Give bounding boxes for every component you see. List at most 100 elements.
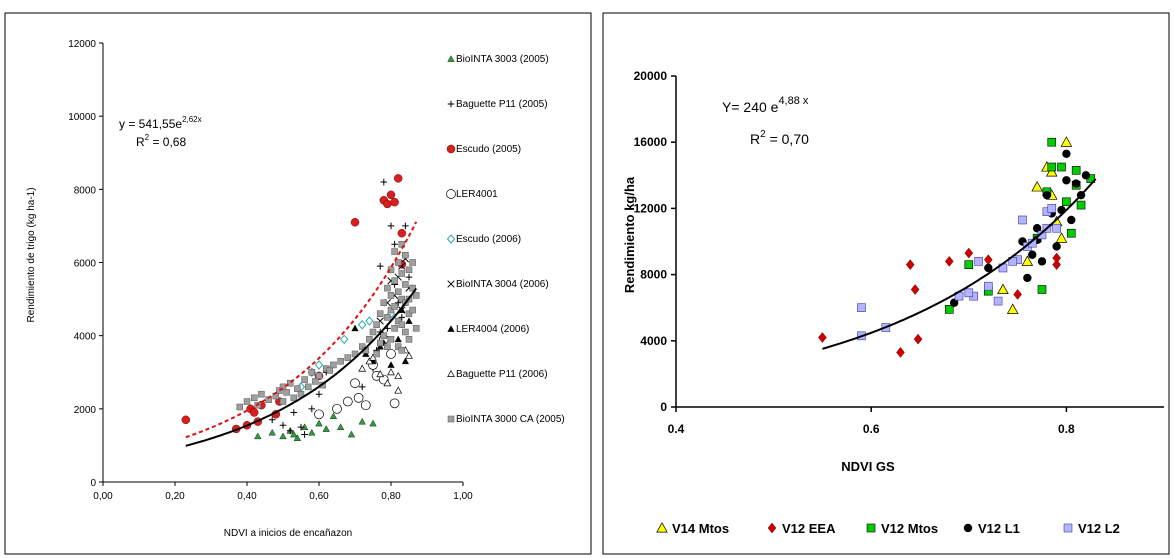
left-x-tick-label: 0,20: [165, 491, 185, 502]
right-y-axis-label: Rendimiento kg/ha: [622, 176, 637, 293]
data-point: [913, 333, 923, 345]
data-point: [949, 298, 959, 307]
data-point: [391, 240, 398, 248]
legend-label: V12 L2: [1078, 521, 1120, 536]
data-point: [330, 361, 337, 369]
legend-label: Baguette P11 (2006): [456, 369, 548, 380]
left-x-tick-label: 1,00: [453, 491, 473, 502]
data-point: [314, 409, 324, 420]
data-point: [1047, 162, 1057, 172]
data-point: [286, 379, 294, 387]
left-series-biointa-3003-2005-: [254, 412, 377, 441]
right-legend-item: V12 Mtos: [866, 521, 938, 536]
data-point: [268, 416, 276, 424]
left-legend-item: BioINTA 3004 (2006): [447, 279, 549, 290]
left-x-tick-label: 0,00: [93, 491, 113, 502]
data-point: [373, 321, 380, 328]
legend-marker: [446, 189, 456, 199]
right-legend-item: V12 L2: [1063, 521, 1120, 536]
data-point: [409, 259, 416, 266]
data-point: [336, 423, 345, 430]
left-y-tick-label: 8000: [74, 185, 97, 196]
legend-label: V12 L1: [978, 521, 1020, 536]
legend-marker: [447, 280, 455, 288]
data-point: [402, 281, 409, 288]
data-point: [1042, 190, 1052, 200]
data-point: [389, 398, 400, 409]
data-point: [405, 266, 413, 274]
data-point: [308, 369, 316, 376]
data-point: [1037, 257, 1047, 266]
data-point: [412, 292, 420, 299]
left-x-tick-label: 0,40: [237, 491, 257, 502]
data-point: [398, 270, 406, 277]
legend-label: V12 EEA: [782, 521, 836, 536]
data-point: [402, 222, 409, 230]
right-series-v12-l1: [949, 149, 1091, 307]
data-point: [394, 288, 402, 296]
data-point: [1021, 255, 1034, 266]
data-point: [290, 430, 298, 438]
data-point: [329, 412, 338, 419]
data-point: [1023, 273, 1032, 283]
legend-marker: [446, 234, 456, 244]
data-point: [350, 218, 360, 227]
data-point: [397, 228, 407, 238]
data-point: [351, 324, 359, 332]
data-point: [314, 360, 324, 370]
data-point: [1076, 200, 1086, 210]
data-point: [412, 325, 420, 332]
legend-label: LER4004 (2006): [456, 324, 529, 335]
data-point: [896, 346, 905, 358]
data-point: [386, 349, 396, 359]
right-trendline: [822, 178, 1097, 350]
data-point: [315, 419, 323, 427]
data-point: [358, 417, 366, 425]
right-x-axis-label: NDVI GS: [841, 459, 895, 474]
left-y-tick-label: 12000: [68, 39, 96, 50]
data-point: [1052, 259, 1061, 271]
data-point: [380, 332, 388, 339]
data-point: [387, 361, 395, 368]
right-y-tick-label: 4000: [640, 334, 667, 348]
data-point: [376, 262, 384, 270]
data-point: [362, 350, 370, 357]
data-point: [910, 284, 920, 295]
data-point: [390, 197, 399, 207]
data-point: [369, 353, 377, 361]
left-legend-item: Baguette P11 (2005): [447, 99, 548, 110]
left-y-tick-label: 0: [90, 478, 96, 489]
data-point: [365, 316, 374, 326]
data-point: [1066, 228, 1076, 238]
data-point: [369, 419, 377, 427]
legend-label: BioINTA 3004 (2006): [456, 279, 549, 290]
data-point: [409, 306, 416, 314]
right-equation: Y= 240 e4,88 x: [722, 95, 809, 115]
legend-label: Escudo (2006): [456, 234, 521, 245]
left-y-tick-label: 4000: [74, 332, 97, 343]
data-point: [308, 428, 316, 436]
data-point: [387, 306, 395, 314]
data-point: [964, 288, 974, 298]
legend-marker: [446, 144, 456, 154]
legend-label: Escudo (2005): [456, 144, 521, 155]
data-point: [394, 299, 402, 307]
legend-marker: [1063, 523, 1073, 533]
data-point: [293, 434, 302, 441]
right-y-tick-label: 12000: [634, 201, 668, 215]
data-point: [398, 321, 406, 328]
left-chart: Rendimiento de trigo (kg ha-1) NDVI a in…: [26, 39, 565, 539]
legend-label: BioINTA 3000 CA (2005): [456, 414, 565, 425]
data-point: [984, 263, 993, 273]
data-point: [1071, 166, 1081, 175]
left-legend-item: LER4004 (2006): [447, 324, 529, 335]
right-legend-item: V14 Mtos: [656, 521, 729, 536]
data-point: [337, 358, 344, 365]
legend-marker: [447, 55, 455, 62]
data-point: [383, 379, 392, 387]
data-point: [380, 178, 388, 186]
data-point: [283, 389, 290, 396]
data-point: [376, 342, 384, 350]
data-point: [387, 222, 395, 230]
data-point: [249, 408, 259, 417]
